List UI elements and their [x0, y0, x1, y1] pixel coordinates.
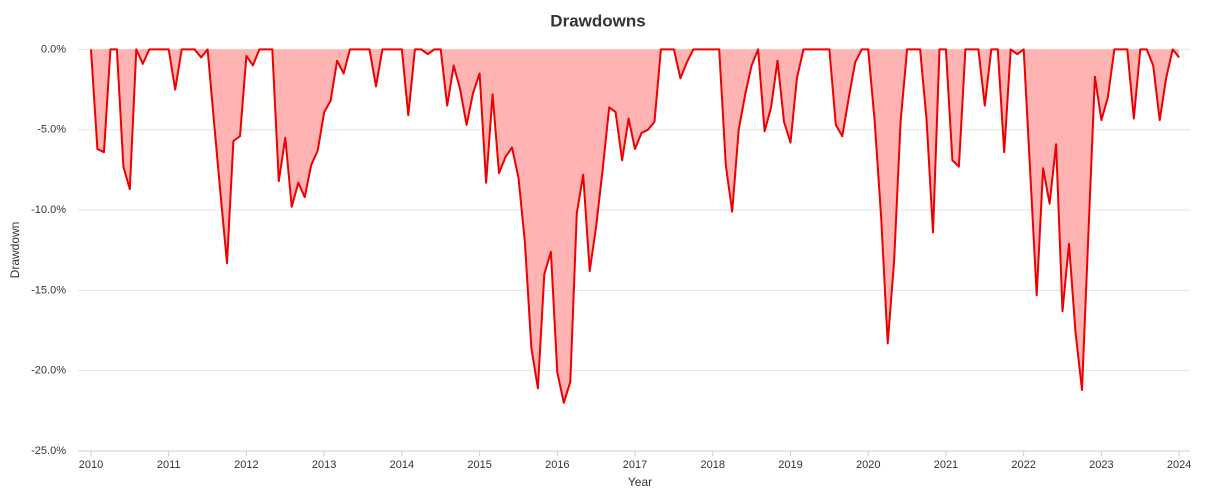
x-tick-label: 2020: [856, 459, 880, 471]
x-tick-label: 2015: [467, 459, 491, 471]
y-axis-label: Drawdown: [8, 222, 22, 279]
x-tick-label: 2017: [623, 459, 647, 471]
x-tick-label: 2010: [79, 459, 103, 471]
y-tick-label: -5.0%: [37, 124, 66, 136]
x-axis-label: Year: [628, 475, 652, 489]
y-tick-label: 0.0%: [41, 43, 66, 55]
y-tick-label: -20.0%: [31, 365, 66, 377]
x-tick-label: 2019: [778, 459, 802, 471]
x-tick-label: 2011: [157, 459, 181, 471]
x-tick-label: 2022: [1011, 459, 1035, 471]
y-tick-label: -15.0%: [31, 284, 66, 296]
y-tick-label: -10.0%: [31, 204, 66, 216]
x-tick-label: 2016: [545, 459, 569, 471]
y-tick-label: -25.0%: [31, 445, 66, 457]
x-tick-label: 2013: [312, 459, 336, 471]
x-tick-label: 2012: [234, 459, 258, 471]
x-tick-label: 2018: [701, 459, 725, 471]
area: [91, 49, 1180, 403]
x-tick-label: 2014: [390, 459, 414, 471]
line: [90, 48, 1180, 404]
x-tick-label: 2021: [934, 459, 958, 471]
x-tick-label: 2024: [1167, 459, 1191, 471]
x-tick-label: 2023: [1089, 459, 1113, 471]
chart-title: Drawdowns: [550, 11, 645, 30]
